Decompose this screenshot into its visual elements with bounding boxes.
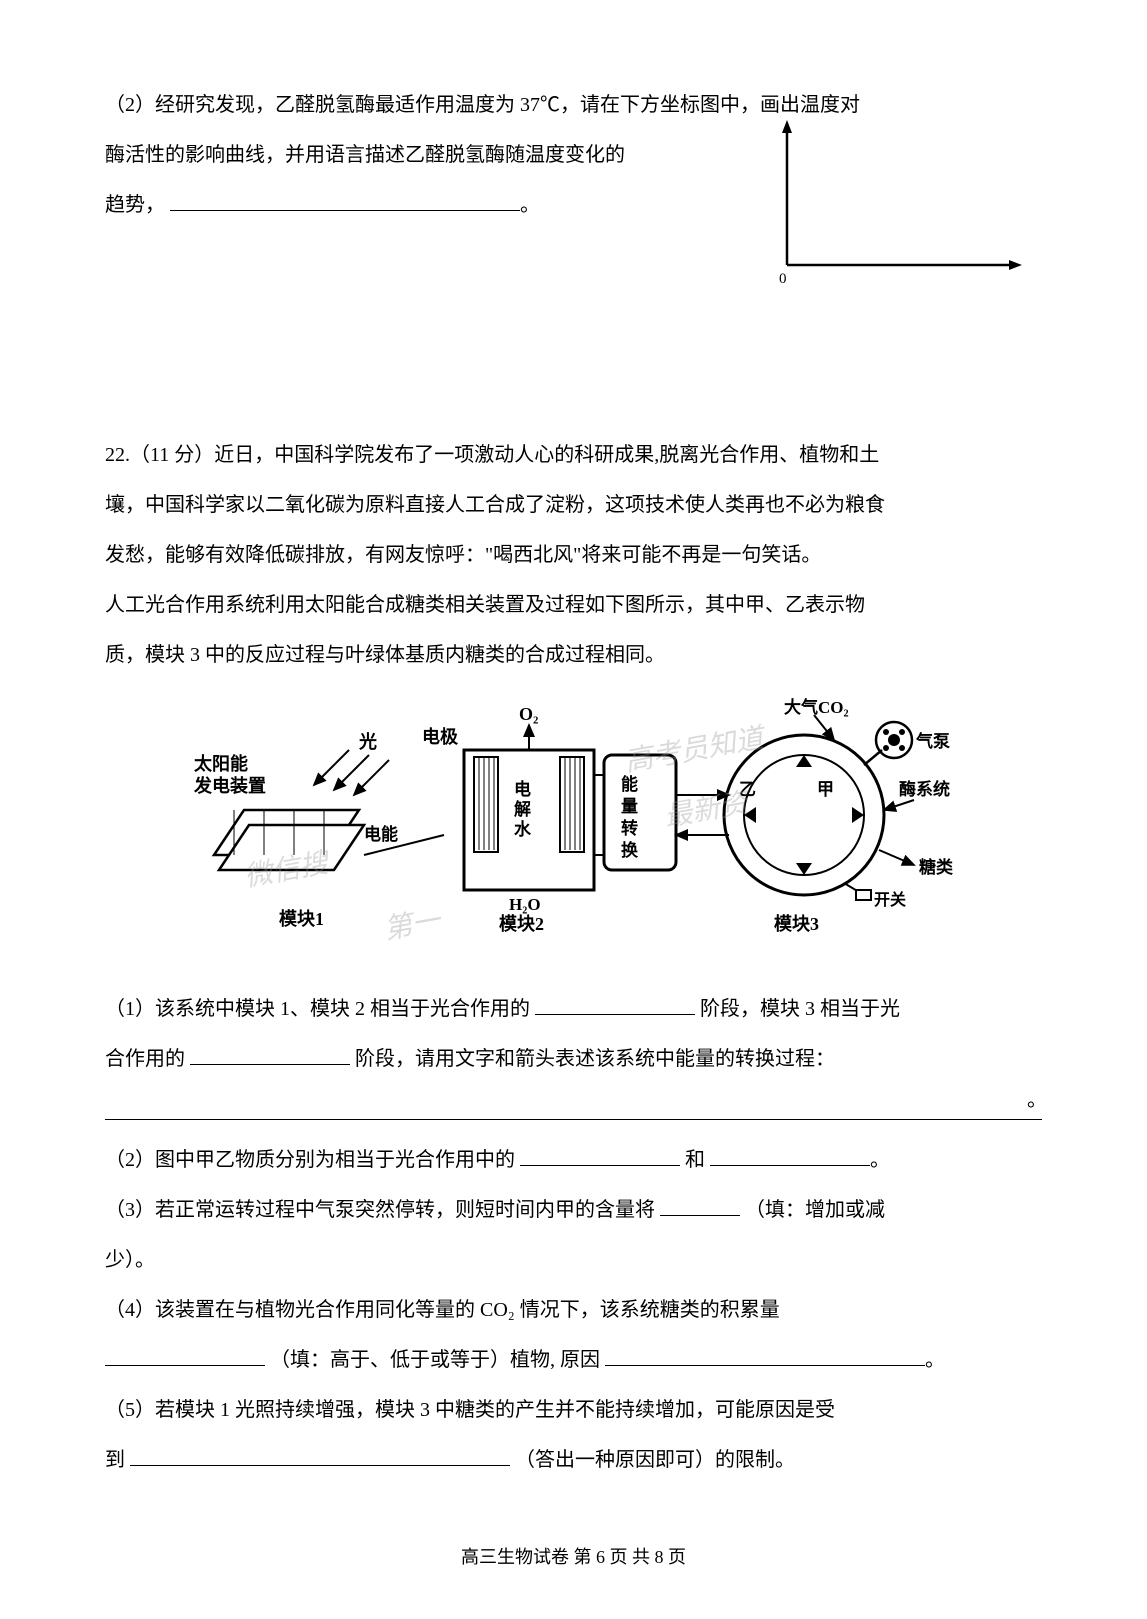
q22-p1-a: （1）该系统中模块 1、模块 2 相当于光合作用的 [105, 998, 530, 1020]
q21-blank-trend [170, 187, 520, 211]
q22-p3-b: （填：增加或减 [745, 1199, 885, 1221]
module1-group: 光 太阳能 发电装置 电能 模块1 [193, 731, 398, 929]
svg-text:模块1: 模块1 [279, 908, 324, 929]
module2-group: 电极 O₂ 电 解 [422, 704, 594, 934]
period: 。 [520, 194, 540, 216]
svg-text:光: 光 [358, 731, 377, 752]
blank-p5-1 [130, 1442, 510, 1466]
q22-intro-2: 壤，中国科学家以二氧化碳为原料直接人工合成了淀粉，这项技术使人类再也不必为粮食 [105, 480, 1042, 530]
q22-p1-d: 阶段，请用文字和箭头表述该系统中能量的转换过程： [355, 1048, 835, 1070]
svg-text:甲: 甲 [817, 780, 834, 799]
svg-text:电极: 电极 [422, 726, 459, 747]
svg-text:开关: 开关 [874, 890, 906, 909]
svg-text:模块2: 模块2 [499, 913, 544, 934]
svg-text:电能: 电能 [364, 824, 398, 844]
q22-p2: （2）图中甲乙物质分别为相当于光合作用中的 和 。 [105, 1135, 1042, 1185]
svg-text:量: 量 [621, 796, 638, 816]
q22-p1-c: 合作用的 [105, 1048, 185, 1070]
svg-text:解: 解 [514, 799, 531, 819]
q22-p2-a: （2）图中甲乙物质分别为相当于光合作用中的 [105, 1149, 515, 1171]
q22-p5-b: 到 [105, 1449, 125, 1471]
q22-p5: （5）若模块 1 光照持续增强，模块 3 中糖类的产生并不能持续增加，可能原因是… [105, 1385, 1042, 1435]
q22-intro-4: 人工光合作用系统利用太阳能合成糖类相关装置及过程如下图所示，其中甲、乙表示物 [105, 580, 1042, 630]
axis-origin-label: 0 [779, 271, 787, 285]
svg-text:乙: 乙 [739, 780, 756, 799]
blank-p1-3 [105, 1096, 1042, 1120]
diagram-svg: 光 太阳能 发电装置 电能 模块1 电极 O₂ [184, 695, 964, 950]
q22-p3-cont: 少）。 [105, 1235, 1042, 1285]
q22-p1: （1）该系统中模块 1、模块 2 相当于光合作用的 阶段，模块 3 相当于光 [105, 984, 1042, 1034]
module3-group: 乙 甲 气泵 大气CO₂ 酶系统 [676, 697, 954, 934]
q22-p4-b: （填：高于、低于或等于）植物, 原因 [270, 1349, 600, 1371]
page-footer: 高三生物试卷 第 6 页 共 8 页 [0, 1543, 1147, 1569]
q22-p5-c: （答出一种原因即可）的限制。 [515, 1449, 795, 1471]
q22-intro-1: 22.（11 分）近日，中国科学院发布了一项激动人心的科研成果,脱离光合作用、植… [105, 430, 1042, 480]
q22-p4-cont: （填：高于、低于或等于）植物, 原因 。 [105, 1335, 1042, 1385]
svg-text:O₂: O₂ [519, 704, 538, 724]
svg-text:水: 水 [514, 819, 532, 839]
axis-diagram: 0 [757, 115, 1027, 285]
svg-text:换: 换 [621, 840, 639, 860]
blank-p4-1 [105, 1342, 265, 1366]
q21-trend-prefix: 趋势， [105, 194, 165, 216]
blank-p4-2 [605, 1342, 925, 1366]
q22-p3: （3）若正常运转过程中气泵突然停转，则短时间内甲的含量将 （填：增加或减 [105, 1185, 1042, 1235]
blank-p1-1 [535, 991, 695, 1015]
q22-p1-b: 阶段，模块 3 相当于光 [700, 998, 900, 1020]
axis-svg: 0 [757, 115, 1027, 285]
svg-text:气泵: 气泵 [915, 731, 950, 751]
svg-text:能: 能 [621, 774, 638, 794]
system-diagram: 光 太阳能 发电装置 电能 模块1 电极 O₂ [105, 695, 1042, 969]
svg-text:糖类: 糖类 [919, 857, 954, 877]
svg-text:大气CO₂: 大气CO₂ [784, 697, 849, 717]
blank-p3-1 [660, 1192, 740, 1216]
q22-intro-3: 发愁，能够有效降低碳排放，有网友惊呼："喝西北风"将来可能不再是一句笑话。 [105, 530, 1042, 580]
q22-p5-cont: 到 （答出一种原因即可）的限制。 [105, 1435, 1042, 1485]
svg-text:转: 转 [621, 818, 638, 838]
svg-text:H₂O: H₂O [509, 895, 541, 914]
q22-intro-5: 质，模块 3 中的反应过程与叶绿体基质内糖类的合成过程相同。 [105, 630, 1042, 680]
q22-p4: （4）该装置在与植物光合作用同化等量的 CO₂ 情况下，该系统糖类的积累量 [105, 1285, 1042, 1335]
q22-p3-a: （3）若正常运转过程中气泵突然停转，则短时间内甲的含量将 [105, 1199, 655, 1221]
svg-text:发电装置: 发电装置 [193, 775, 266, 796]
svg-text:模块3: 模块3 [774, 913, 819, 934]
energy-convert-group: 能 量 转 换 [594, 755, 676, 870]
q22-p2-b: 和 [685, 1149, 705, 1171]
svg-text:酶系统: 酶系统 [899, 779, 950, 799]
blank-p2-2 [710, 1142, 870, 1166]
blank-p1-2 [190, 1041, 350, 1065]
svg-text:电: 电 [514, 779, 531, 799]
q22-p1-cont: 合作用的 阶段，请用文字和箭头表述该系统中能量的转换过程： [105, 1034, 1042, 1084]
blank-p2-1 [520, 1142, 680, 1166]
svg-text:太阳能: 太阳能 [194, 753, 248, 774]
page-content: （2）经研究发现，乙醛脱氢酶最适作用温度为 37℃，请在下方坐标图中，画出温度对… [105, 80, 1042, 1485]
